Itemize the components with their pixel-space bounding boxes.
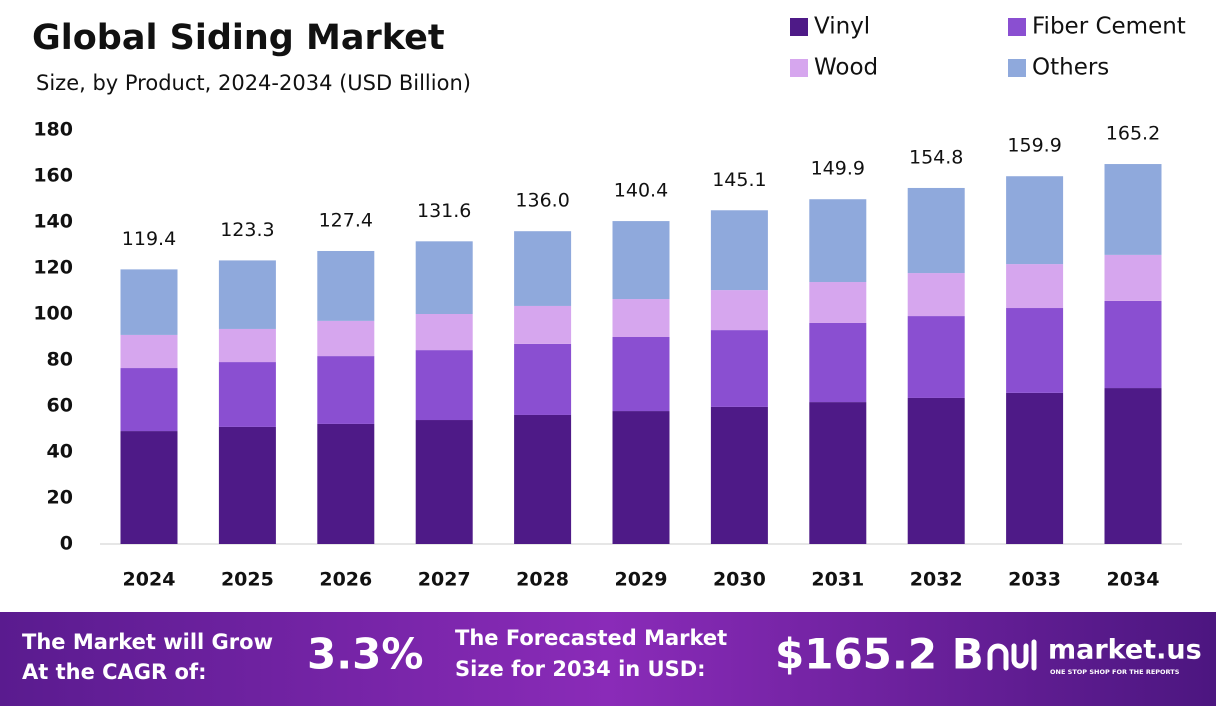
bar-segment — [907, 187, 965, 274]
bar-segment — [1006, 176, 1064, 265]
total-label: 136.0 — [515, 190, 569, 212]
x-tick-label: 2026 — [319, 569, 372, 591]
bar-segment — [1006, 308, 1064, 393]
bar-segment — [218, 328, 276, 363]
y-tick-label: 20 — [47, 487, 73, 509]
chart-title: Global Siding Market — [32, 18, 445, 58]
bar-segment — [218, 426, 276, 544]
bar-segment — [1104, 254, 1162, 301]
bar-segment — [120, 334, 178, 369]
total-label: 119.4 — [122, 228, 176, 250]
footer: The Market will Grow At the CAGR of: 3.3… — [22, 626, 1202, 684]
forecast-text: The Forecasted Market — [455, 626, 727, 650]
total-label: 123.3 — [220, 219, 274, 241]
bar-segment — [612, 411, 670, 544]
bar-segment — [612, 337, 670, 412]
y-tick-label: 180 — [33, 119, 73, 141]
bar-segment — [317, 423, 375, 544]
total-label: 165.2 — [1106, 123, 1160, 145]
legend-swatch — [1008, 59, 1026, 77]
x-tick-label: 2029 — [615, 569, 668, 591]
bar-segment — [710, 330, 768, 407]
bar-segment — [120, 431, 178, 544]
x-tick-label: 2025 — [221, 569, 274, 591]
total-label: 145.1 — [712, 169, 766, 191]
bar-segment — [907, 316, 965, 398]
logo-icon — [987, 639, 1037, 671]
legend-label: Wood — [814, 55, 878, 81]
y-tick-label: 160 — [33, 165, 73, 187]
bar-segment — [514, 414, 572, 544]
bar-segment — [218, 362, 276, 427]
x-tick-label: 2032 — [910, 569, 963, 591]
bar-segment — [1006, 392, 1064, 544]
bar-segment — [218, 260, 276, 329]
bar-segment — [317, 356, 375, 424]
forecast-text: Size for 2034 in USD: — [455, 657, 706, 681]
bar-segment — [710, 290, 768, 331]
y-tick-label: 120 — [33, 257, 73, 279]
y-tick-label: 60 — [47, 395, 73, 417]
x-tick-label: 2031 — [811, 569, 864, 591]
bar-segment — [612, 221, 670, 300]
chart-subtitle: Size, by Product, 2024-2034 (USD Billion… — [36, 71, 471, 95]
bar-segment — [907, 273, 965, 317]
bar-segment — [415, 350, 473, 421]
bar-segment — [809, 402, 867, 544]
bar-segment — [415, 314, 473, 351]
bar-segment — [120, 368, 178, 432]
bar-segment — [1104, 300, 1162, 389]
x-tick-label: 2033 — [1008, 569, 1061, 591]
bar-segment — [1104, 388, 1162, 544]
total-label: 154.8 — [909, 146, 963, 168]
legend-label: Others — [1032, 55, 1109, 81]
x-tick-label: 2030 — [713, 569, 766, 591]
bar-segment — [809, 282, 867, 323]
bar-segment — [612, 299, 670, 337]
x-tick-label: 2028 — [516, 569, 569, 591]
legend-swatch — [790, 59, 808, 77]
forecast-value: $165.2 B — [775, 630, 984, 679]
bar-segment — [710, 210, 768, 291]
bar-segment — [809, 322, 867, 403]
legend-swatch — [790, 18, 808, 36]
bar-segment — [710, 406, 768, 544]
bar-segment — [514, 231, 572, 306]
cagr-text: The Market will Grow — [22, 630, 273, 654]
bar-segment — [514, 305, 572, 344]
bar-segment — [514, 343, 572, 415]
x-tick-label: 2027 — [418, 569, 471, 591]
bar-segment — [809, 199, 867, 283]
y-tick-label: 140 — [33, 211, 73, 233]
y-tick-label: 0 — [60, 533, 73, 555]
legend-label: Fiber Cement — [1032, 14, 1186, 40]
legend-label: Vinyl — [814, 14, 870, 40]
cagr-value: 3.3% — [307, 630, 423, 679]
y-tick-label: 100 — [33, 303, 73, 325]
bar-segment — [120, 269, 178, 335]
bar-segment — [907, 397, 965, 544]
cagr-text: At the CAGR of: — [22, 660, 207, 684]
bar-segment — [1006, 264, 1064, 309]
x-tick-label: 2034 — [1107, 569, 1160, 591]
bar-segment — [415, 241, 473, 314]
total-label: 127.4 — [319, 209, 373, 231]
total-label: 131.6 — [417, 200, 471, 222]
bar-segment — [317, 320, 375, 357]
total-label: 140.4 — [614, 180, 668, 202]
total-label: 149.9 — [811, 158, 865, 180]
y-tick-label: 40 — [47, 441, 73, 463]
bar-segment — [317, 250, 375, 321]
bar-segment — [415, 420, 473, 544]
y-tick-label: 80 — [47, 349, 73, 371]
bar-segment — [1104, 164, 1162, 255]
x-tick-label: 2024 — [123, 569, 176, 591]
total-label: 159.9 — [1007, 135, 1061, 157]
legend-swatch — [1008, 18, 1026, 36]
brand: market.us — [1048, 635, 1202, 666]
tagline: ONE STOP SHOP FOR THE REPORTS — [1050, 668, 1180, 676]
